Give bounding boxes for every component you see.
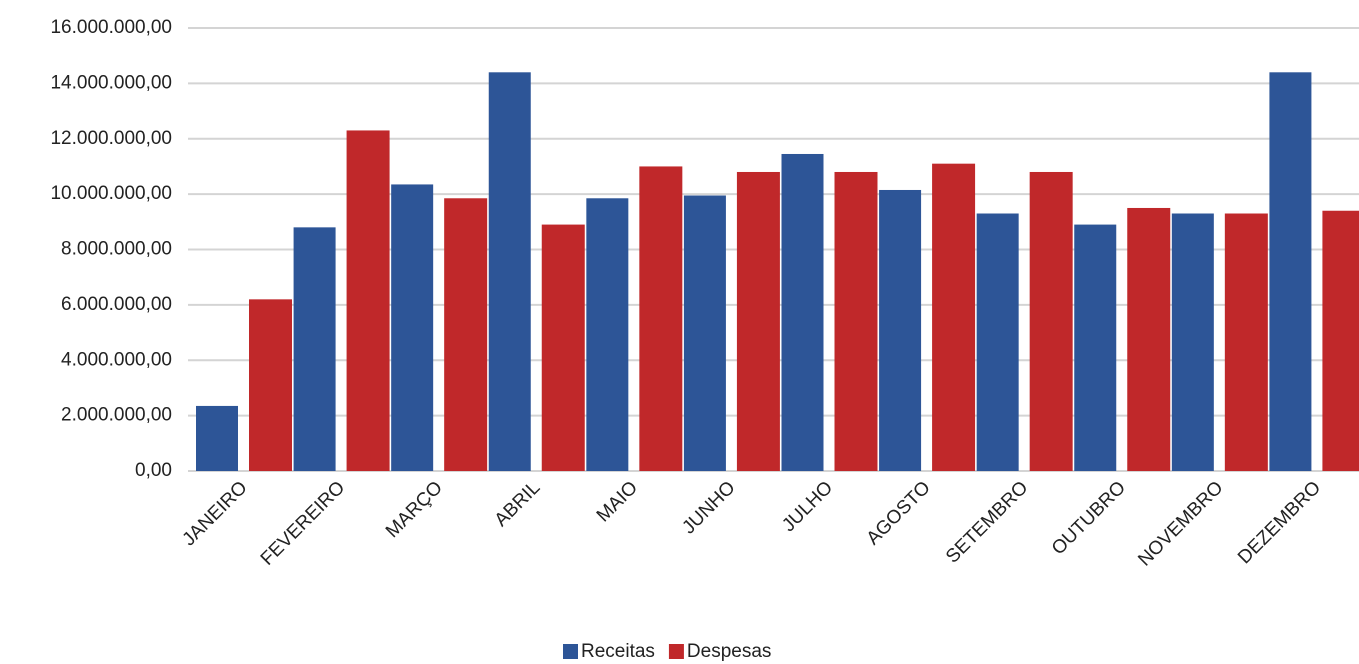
- bar: [781, 153, 824, 471]
- bar: [683, 195, 726, 471]
- y-tick-label: 14.000.000,00: [50, 72, 172, 93]
- bar: [932, 163, 976, 471]
- bar: [391, 184, 434, 471]
- bar: [249, 299, 292, 471]
- bar: [1269, 72, 1312, 472]
- bar: [1029, 171, 1073, 471]
- x-tick-label: NOVEMBRO: [1134, 477, 1227, 570]
- x-tick-label: JULHO: [778, 477, 837, 536]
- y-tick-label: 12.000.000,00: [50, 128, 172, 149]
- legend-label: Receitas: [581, 641, 655, 662]
- bar: [834, 171, 878, 471]
- bar: [196, 405, 238, 471]
- bar: [879, 189, 922, 472]
- bar: [444, 198, 488, 471]
- legend-swatch: [668, 644, 684, 659]
- x-tick-label: DEZEMBRO: [1234, 477, 1325, 568]
- x-tick-label: OUTUBRO: [1048, 477, 1130, 559]
- x-tick-label: FEVEREIRO: [257, 477, 349, 569]
- y-tick-label: 16.000.000,00: [50, 17, 172, 38]
- bar: [639, 166, 683, 471]
- bar: [586, 198, 629, 471]
- y-tick-label: 6.000.000,00: [61, 294, 172, 315]
- x-tick-label: MAIO: [593, 477, 642, 526]
- y-tick-label: 10.000.000,00: [50, 183, 172, 204]
- bar: [1224, 213, 1268, 471]
- y-tick-label: 8.000.000,00: [61, 239, 172, 260]
- y-tick-label: 4.000.000,00: [61, 349, 172, 370]
- bar: [1322, 210, 1359, 472]
- x-tick-label: JANEIRO: [179, 477, 252, 550]
- y-tick-label: 0,00: [135, 460, 172, 481]
- bar: [1171, 213, 1214, 471]
- bar: [541, 224, 585, 471]
- bar: [346, 130, 390, 471]
- y-tick-label: 2.000.000,00: [61, 405, 172, 426]
- bar: [736, 171, 780, 471]
- legend-label: Despesas: [687, 641, 772, 662]
- bar: [488, 72, 531, 472]
- x-tick-label: MARÇO: [382, 477, 447, 542]
- bar: [1074, 224, 1117, 471]
- bar: [293, 227, 336, 471]
- bar: [976, 213, 1019, 471]
- legend-swatch: [563, 644, 578, 659]
- bar: [1127, 207, 1171, 471]
- x-tick-label: JUNHO: [678, 477, 739, 538]
- x-tick-label: ABRIL: [491, 477, 545, 531]
- x-tick-label: SETEMBRO: [942, 477, 1032, 567]
- x-tick-label: AGOSTO: [863, 477, 935, 549]
